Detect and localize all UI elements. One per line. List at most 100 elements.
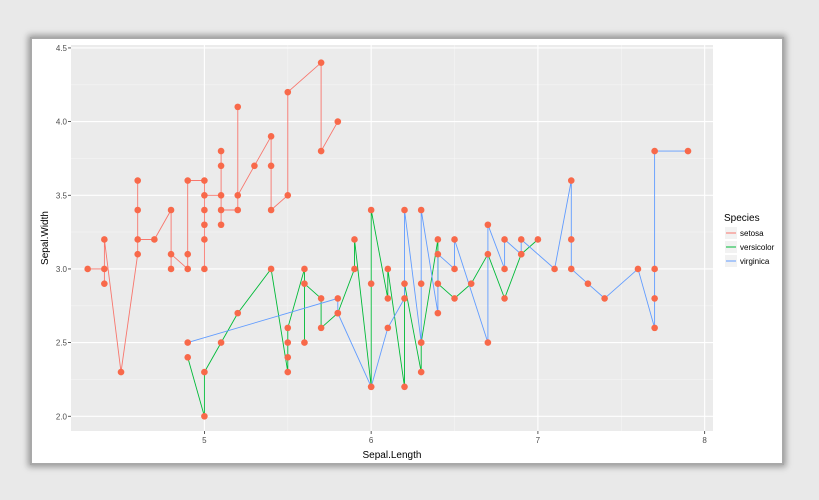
data-point-virginica (334, 309, 342, 317)
data-point-setosa (134, 206, 142, 214)
data-point-setosa (201, 177, 208, 184)
data-point-setosa (101, 265, 108, 273)
data-point-versicolor (201, 412, 208, 420)
data-point-versicolor (284, 324, 292, 332)
data-point-virginica (484, 221, 492, 229)
y-tick-label: 2.5 (56, 339, 68, 348)
y-tick-label: 2.0 (56, 412, 68, 421)
data-point-setosa (317, 147, 325, 155)
data-point-virginica (434, 250, 442, 258)
legend-label-setosa: setosa (740, 229, 764, 238)
data-point-setosa (201, 191, 208, 199)
y-tick-label: 3.5 (56, 191, 68, 200)
data-point-virginica (501, 236, 508, 243)
legend-title: Species (724, 213, 760, 224)
x-tick-label: 8 (702, 436, 707, 445)
data-point-versicolor (401, 280, 408, 287)
y-axis-title: Sepal.Width (40, 211, 51, 265)
data-point-versicolor (284, 368, 292, 376)
data-point-virginica (417, 339, 425, 346)
data-point-versicolor (367, 280, 375, 287)
data-point-setosa (101, 280, 108, 287)
data-point-virginica (567, 177, 575, 184)
data-point-setosa (317, 59, 325, 66)
data-point-setosa (134, 177, 142, 184)
data-point-setosa (184, 250, 192, 258)
data-point-setosa (234, 191, 242, 199)
axes: 5 6 7 8 2.0 2.5 3.0 3.5 4.0 4.5 (56, 44, 708, 445)
data-point-versicolor (201, 368, 208, 376)
data-point-virginica (651, 295, 658, 302)
data-point-versicolor (467, 280, 475, 287)
data-point-setosa (251, 162, 258, 170)
data-point-setosa (217, 147, 225, 155)
data-point-virginica (601, 295, 608, 302)
data-point-setosa (134, 236, 142, 243)
data-point-versicolor (451, 295, 458, 302)
y-tick-label: 3.0 (56, 265, 68, 274)
data-point-setosa (217, 162, 225, 170)
data-point-virginica (417, 280, 425, 287)
data-point-setosa (167, 265, 175, 273)
data-point-virginica (634, 265, 642, 273)
data-point-versicolor (184, 354, 192, 361)
data-point-setosa (284, 191, 292, 199)
data-point-versicolor (434, 280, 442, 287)
data-point-virginica (451, 236, 458, 243)
data-point-setosa (201, 206, 208, 214)
y-tick-label: 4.5 (56, 44, 68, 53)
data-point-versicolor (484, 250, 492, 258)
data-point-virginica (367, 383, 375, 391)
data-point-setosa (217, 206, 225, 214)
data-point-setosa (234, 206, 242, 214)
data-point-virginica (651, 324, 658, 332)
data-point-setosa (217, 191, 225, 199)
data-point-setosa (201, 221, 208, 229)
data-point-setosa (267, 206, 275, 214)
data-point-setosa (267, 162, 275, 170)
data-point-versicolor (534, 236, 542, 243)
data-point-versicolor (301, 339, 308, 346)
data-point-setosa (234, 103, 242, 111)
data-point-virginica (684, 147, 692, 155)
data-point-virginica (334, 295, 342, 302)
x-tick-label: 5 (202, 436, 207, 445)
data-points (84, 59, 692, 420)
data-point-setosa (117, 368, 125, 376)
data-point-setosa (267, 133, 275, 140)
data-point-versicolor (301, 265, 308, 273)
data-point-setosa (151, 236, 158, 243)
grid-lines (71, 45, 713, 431)
legend: Species setosa versicolor virginica (724, 213, 775, 267)
y-tick-label: 4.0 (56, 118, 68, 127)
data-point-setosa (217, 221, 225, 229)
data-point-virginica (401, 295, 408, 302)
data-point-setosa (201, 236, 208, 243)
data-point-virginica (584, 280, 592, 287)
data-point-versicolor (501, 295, 508, 302)
data-point-versicolor (234, 309, 242, 317)
data-point-virginica (184, 339, 192, 346)
data-point-versicolor (351, 236, 358, 243)
data-point-setosa (84, 265, 91, 273)
data-point-setosa (167, 250, 175, 258)
data-point-virginica (551, 265, 558, 273)
data-point-setosa (334, 118, 342, 125)
data-point-virginica (417, 206, 425, 214)
data-point-virginica (384, 324, 392, 332)
x-tick-label: 6 (369, 436, 374, 445)
data-point-versicolor (417, 368, 425, 376)
data-point-versicolor (351, 265, 358, 273)
data-point-versicolor (284, 339, 292, 346)
data-point-versicolor (317, 295, 325, 302)
data-point-setosa (284, 88, 292, 96)
data-point-virginica (434, 309, 442, 317)
plot-panel (71, 45, 713, 431)
x-axis-title: Sepal.Length (363, 450, 422, 461)
data-point-virginica (484, 339, 492, 346)
data-point-versicolor (217, 339, 225, 346)
data-point-setosa (184, 177, 192, 184)
data-point-versicolor (434, 236, 442, 243)
chart-frame: 5 6 7 8 2.0 2.5 3.0 3.5 4.0 4.5 Sepal.Length Sepa… (30, 37, 784, 465)
data-point-virginica (517, 236, 525, 243)
